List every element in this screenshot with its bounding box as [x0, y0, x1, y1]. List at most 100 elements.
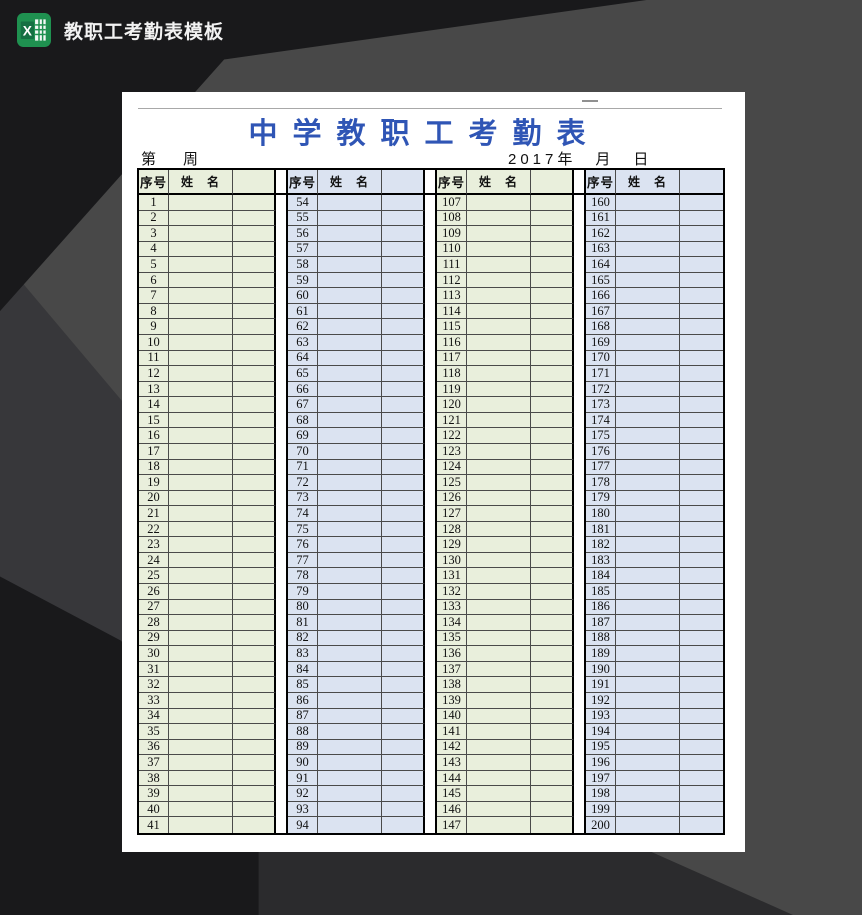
name-cell[interactable]: [318, 708, 382, 725]
blank-cell[interactable]: [531, 786, 574, 802]
name-cell[interactable]: [467, 397, 531, 413]
name-cell[interactable]: [318, 412, 382, 429]
blank-cell[interactable]: [531, 521, 574, 538]
blank-cell[interactable]: [680, 646, 723, 662]
name-cell[interactable]: [318, 195, 382, 211]
blank-cell[interactable]: [531, 443, 574, 460]
blank-cell[interactable]: [382, 381, 425, 398]
name-cell[interactable]: [169, 195, 233, 211]
name-cell[interactable]: [318, 739, 382, 756]
blank-cell[interactable]: [382, 303, 425, 320]
blank-cell[interactable]: [531, 381, 574, 398]
name-cell[interactable]: [467, 241, 531, 258]
blank-cell[interactable]: [531, 615, 574, 631]
blank-cell[interactable]: [680, 661, 723, 678]
name-cell[interactable]: [467, 381, 531, 398]
name-cell[interactable]: [318, 584, 382, 600]
blank-cell[interactable]: [233, 739, 276, 756]
name-cell[interactable]: [467, 412, 531, 429]
name-cell[interactable]: [616, 692, 680, 709]
name-cell[interactable]: [616, 443, 680, 460]
name-cell[interactable]: [616, 490, 680, 507]
name-cell[interactable]: [169, 506, 233, 522]
name-cell[interactable]: [318, 475, 382, 491]
blank-cell[interactable]: [233, 241, 276, 258]
blank-cell[interactable]: [531, 755, 574, 771]
blank-cell[interactable]: [233, 226, 276, 242]
blank-cell[interactable]: [680, 475, 723, 491]
blank-cell[interactable]: [531, 630, 574, 647]
name-cell[interactable]: [318, 319, 382, 336]
blank-cell[interactable]: [531, 692, 574, 709]
blank-cell[interactable]: [680, 257, 723, 273]
blank-cell[interactable]: [233, 350, 276, 367]
name-cell[interactable]: [467, 350, 531, 367]
blank-cell[interactable]: [680, 195, 723, 211]
blank-cell[interactable]: [382, 241, 425, 258]
name-cell[interactable]: [318, 350, 382, 367]
blank-cell[interactable]: [680, 521, 723, 538]
name-cell[interactable]: [318, 786, 382, 802]
blank-cell[interactable]: [680, 692, 723, 709]
blank-cell[interactable]: [680, 584, 723, 600]
blank-cell[interactable]: [680, 350, 723, 367]
name-cell[interactable]: [467, 630, 531, 647]
name-cell[interactable]: [318, 366, 382, 382]
blank-cell[interactable]: [382, 755, 425, 771]
blank-cell[interactable]: [233, 584, 276, 600]
blank-cell[interactable]: [531, 428, 574, 444]
name-cell[interactable]: [467, 443, 531, 460]
name-cell[interactable]: [169, 288, 233, 304]
blank-cell[interactable]: [233, 661, 276, 678]
blank-cell[interactable]: [531, 646, 574, 662]
blank-cell[interactable]: [233, 786, 276, 802]
name-cell[interactable]: [467, 801, 531, 818]
name-cell[interactable]: [467, 677, 531, 693]
name-cell[interactable]: [169, 661, 233, 678]
blank-cell[interactable]: [531, 552, 574, 569]
name-cell[interactable]: [616, 459, 680, 476]
name-cell[interactable]: [169, 443, 233, 460]
name-cell[interactable]: [318, 661, 382, 678]
name-cell[interactable]: [169, 568, 233, 585]
name-cell[interactable]: [169, 537, 233, 553]
name-cell[interactable]: [616, 226, 680, 242]
blank-cell[interactable]: [233, 459, 276, 476]
blank-cell[interactable]: [233, 195, 276, 211]
blank-cell[interactable]: [531, 677, 574, 693]
name-cell[interactable]: [169, 521, 233, 538]
name-cell[interactable]: [318, 335, 382, 351]
blank-cell[interactable]: [382, 319, 425, 336]
blank-cell[interactable]: [531, 257, 574, 273]
name-cell[interactable]: [616, 241, 680, 258]
name-cell[interactable]: [169, 630, 233, 647]
name-cell[interactable]: [616, 817, 680, 833]
name-cell[interactable]: [169, 366, 233, 382]
name-cell[interactable]: [318, 241, 382, 258]
name-cell[interactable]: [318, 615, 382, 631]
blank-cell[interactable]: [531, 195, 574, 211]
name-cell[interactable]: [616, 724, 680, 740]
blank-cell[interactable]: [680, 708, 723, 725]
blank-cell[interactable]: [382, 552, 425, 569]
blank-cell[interactable]: [233, 552, 276, 569]
name-cell[interactable]: [169, 615, 233, 631]
blank-cell[interactable]: [382, 350, 425, 367]
blank-cell[interactable]: [233, 303, 276, 320]
name-cell[interactable]: [169, 350, 233, 367]
blank-cell[interactable]: [680, 724, 723, 740]
blank-cell[interactable]: [382, 366, 425, 382]
name-cell[interactable]: [169, 708, 233, 725]
name-cell[interactable]: [616, 506, 680, 522]
blank-cell[interactable]: [233, 412, 276, 429]
name-cell[interactable]: [467, 770, 531, 787]
name-cell[interactable]: [318, 226, 382, 242]
name-cell[interactable]: [467, 584, 531, 600]
name-cell[interactable]: [467, 366, 531, 382]
blank-cell[interactable]: [382, 692, 425, 709]
blank-cell[interactable]: [382, 210, 425, 227]
name-cell[interactable]: [169, 755, 233, 771]
name-cell[interactable]: [318, 801, 382, 818]
name-cell[interactable]: [616, 366, 680, 382]
name-cell[interactable]: [616, 350, 680, 367]
